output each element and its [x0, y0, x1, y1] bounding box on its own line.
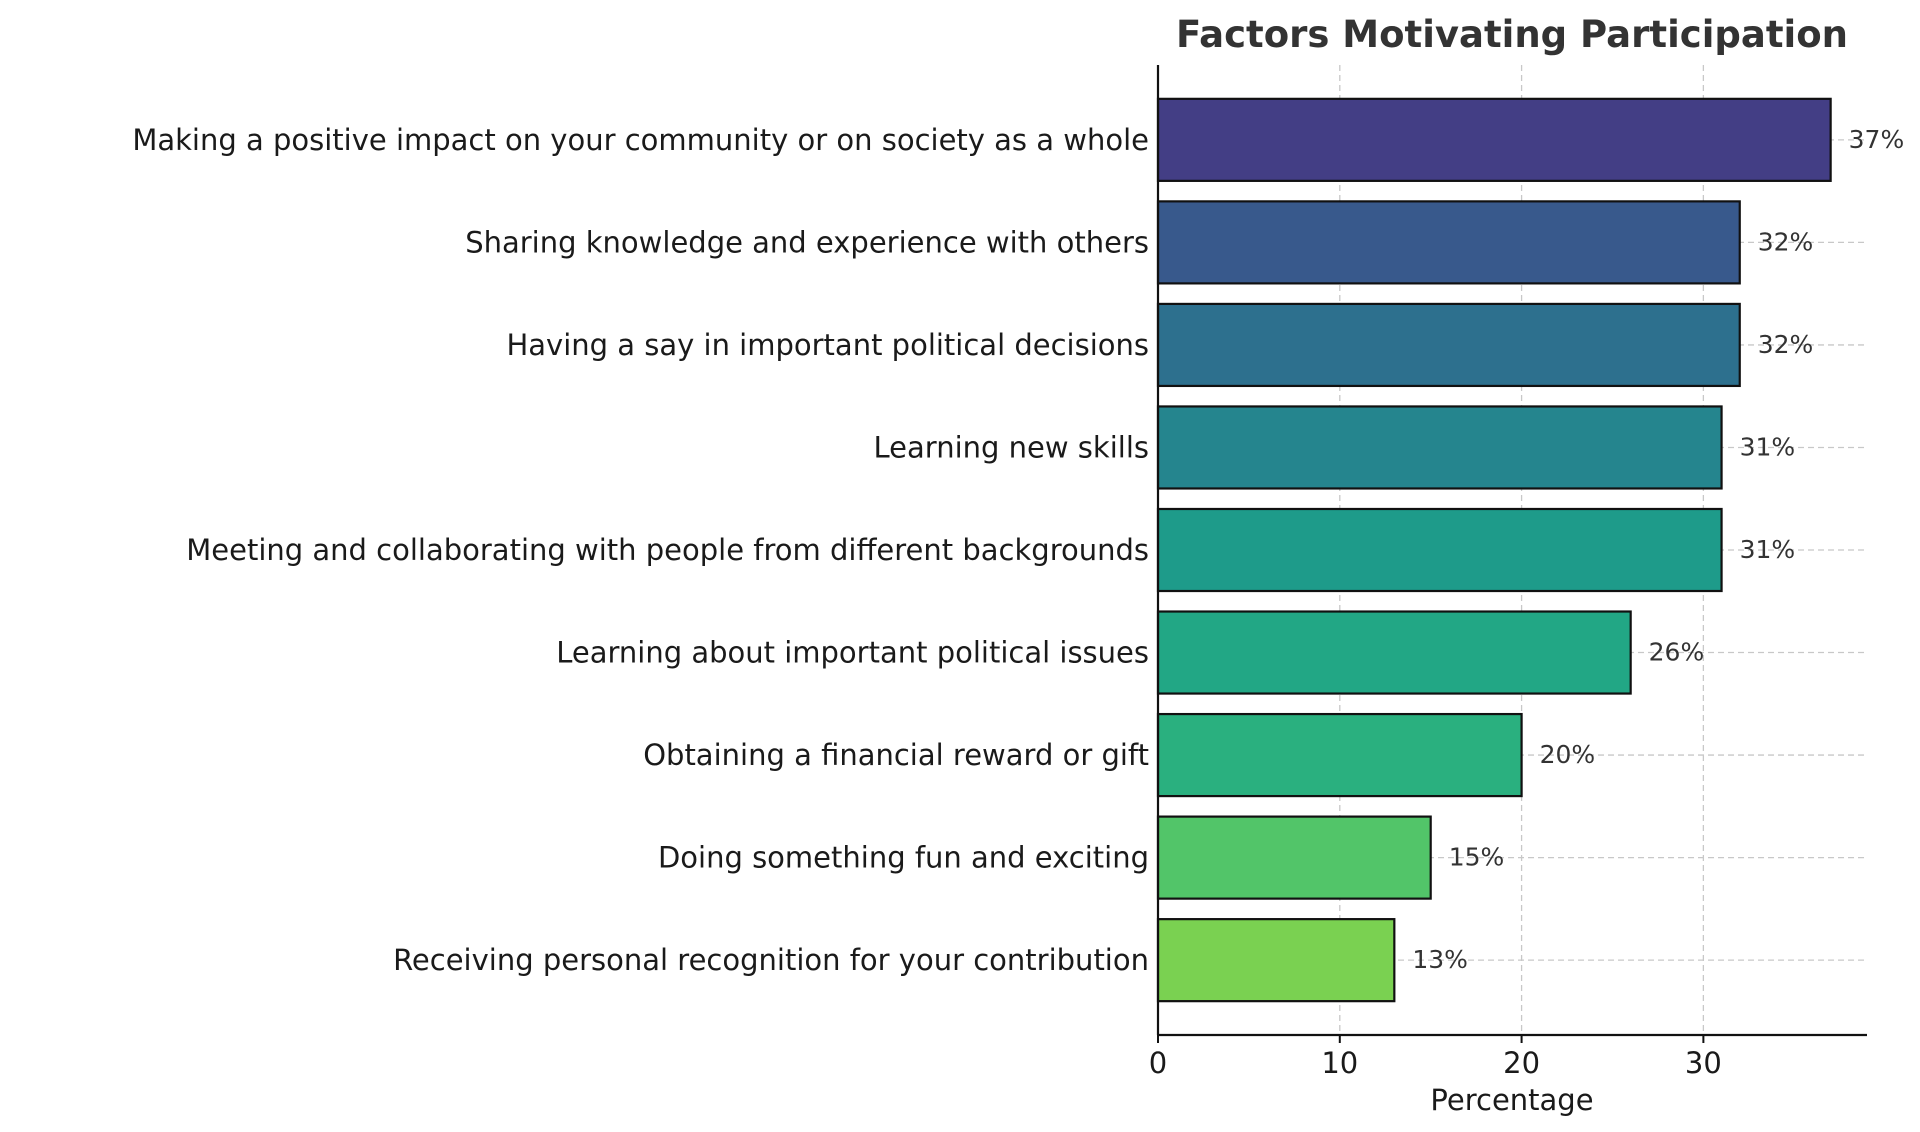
axes	[1156, 65, 1867, 1037]
value-label: 37%	[1849, 125, 1905, 154]
category-label: Meeting and collaborating with people fr…	[186, 533, 1149, 567]
x-tick-label: 0	[1149, 1046, 1167, 1080]
category-label: Learning new skills	[874, 430, 1149, 464]
x-tick-label: 20	[1503, 1046, 1540, 1080]
x-tick-label: 30	[1685, 1046, 1722, 1080]
chart-title: Factors Motivating Participation	[1176, 13, 1848, 56]
bar	[1156, 302, 1741, 388]
value-label: 31%	[1740, 432, 1796, 461]
category-label: Receiving personal recognition for your …	[393, 943, 1149, 977]
value-label: 26%	[1649, 638, 1705, 667]
bar	[1156, 610, 1632, 695]
value-label: 13%	[1412, 945, 1468, 974]
category-label: Having a say in important political deci…	[506, 328, 1149, 362]
category-label: Doing something fun and exciting	[658, 841, 1149, 875]
bars	[1156, 97, 1832, 1003]
category-labels: Making a positive impact on your communi…	[132, 123, 1149, 977]
value-label: 20%	[1540, 740, 1596, 769]
category-label: Making a positive impact on your communi…	[132, 123, 1149, 157]
value-label: 32%	[1758, 330, 1814, 359]
value-label: 32%	[1758, 227, 1814, 256]
category-label: Obtaining a financial reward or gift	[643, 738, 1149, 772]
value-labels: 37% 32% 32% 31% 31% 26% 20% 15% 13%	[1412, 125, 1904, 974]
x-ticks: 0 10 20 30	[1149, 1035, 1722, 1080]
value-label: 15%	[1449, 843, 1505, 872]
bar	[1156, 712, 1523, 798]
bar	[1156, 815, 1432, 900]
x-axis-title: Percentage	[1430, 1083, 1593, 1117]
bar	[1156, 200, 1741, 285]
bar	[1156, 507, 1723, 593]
bar	[1156, 97, 1832, 182]
category-label: Sharing knowledge and experience with ot…	[465, 225, 1149, 259]
x-tick-label: 10	[1321, 1046, 1358, 1080]
bar	[1156, 405, 1723, 490]
value-label: 31%	[1740, 535, 1796, 564]
bar	[1156, 918, 1396, 1003]
category-label: Learning about important political issue…	[556, 636, 1149, 670]
